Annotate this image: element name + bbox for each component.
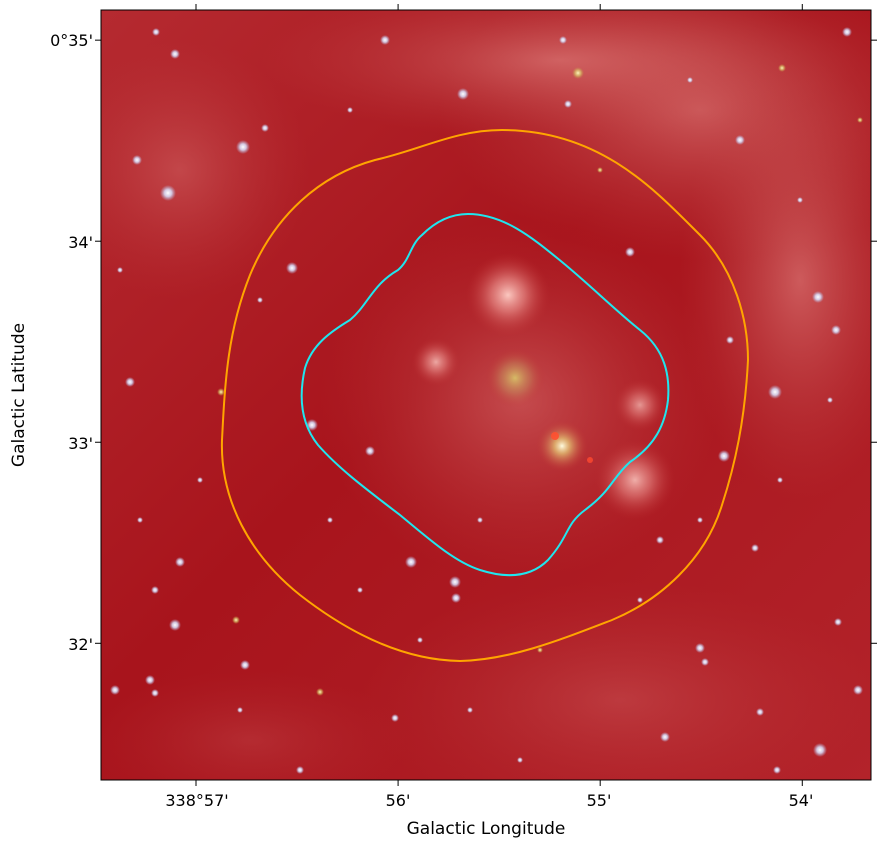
star-4 — [559, 36, 567, 44]
star-66 — [477, 517, 483, 523]
star-62 — [827, 397, 833, 403]
star-36 — [701, 658, 709, 666]
x-axis-label: Galactic Longitude — [407, 819, 566, 839]
star-3 — [380, 35, 390, 45]
star-53 — [257, 297, 263, 303]
star-23 — [217, 388, 225, 396]
star-32 — [232, 616, 240, 624]
star-25 — [365, 446, 375, 456]
star-33 — [656, 536, 664, 544]
star-18 — [831, 325, 841, 335]
star-47 — [834, 618, 842, 626]
star-45 — [813, 743, 827, 757]
star-51 — [467, 707, 473, 713]
star-52 — [197, 477, 203, 483]
star-39 — [151, 689, 159, 697]
star-60 — [697, 517, 703, 523]
star-34 — [751, 544, 759, 552]
outer-contour — [220, 128, 750, 663]
star-68 — [857, 117, 863, 123]
star-49 — [296, 766, 304, 774]
bright-sources — [412, 253, 675, 520]
star-29 — [175, 557, 185, 567]
star-42 — [391, 714, 399, 722]
star-27 — [449, 576, 461, 588]
star-6 — [457, 88, 469, 100]
star-12 — [261, 124, 269, 132]
star-21 — [768, 385, 782, 399]
star-55 — [687, 77, 693, 83]
x-tick-label-4: 54' — [789, 791, 814, 810]
star-59 — [597, 167, 603, 173]
star-24 — [718, 450, 730, 462]
y-tick-label-2: 34' — [68, 233, 93, 252]
star-16 — [286, 262, 298, 274]
star-70 — [327, 517, 333, 523]
star-37 — [110, 685, 120, 695]
star-38 — [145, 675, 155, 685]
axes-frame — [100, 9, 872, 781]
star-31 — [169, 619, 181, 631]
star-65 — [357, 587, 363, 593]
star-28 — [451, 593, 461, 603]
star-7 — [564, 100, 572, 108]
star-67 — [637, 597, 643, 603]
inner-contour — [300, 212, 670, 577]
star-43 — [660, 732, 670, 742]
star-61 — [777, 477, 783, 483]
star-19 — [726, 336, 734, 344]
star-2 — [170, 49, 180, 59]
star-13 — [842, 27, 852, 37]
star-9 — [236, 140, 250, 154]
star-57 — [117, 267, 123, 273]
star-50 — [537, 647, 543, 653]
star-35 — [695, 643, 705, 653]
star-8 — [735, 135, 745, 145]
star-26 — [405, 556, 417, 568]
star-63 — [517, 757, 523, 763]
axis-ticks — [95, 4, 877, 786]
x-tick-label-1: 338°57' — [165, 791, 228, 810]
star-20 — [125, 377, 135, 387]
star-48 — [773, 766, 781, 774]
star-44 — [756, 708, 764, 716]
star-69 — [237, 707, 243, 713]
star-1 — [152, 28, 160, 36]
y-axis-label: Galactic Latitude — [9, 323, 29, 467]
star-10 — [132, 155, 142, 165]
y-tick-label-1: 0°35' — [50, 31, 93, 50]
sky-image — [101, 10, 871, 780]
star-41 — [316, 688, 324, 696]
x-tick-label-3: 55' — [587, 791, 612, 810]
star-64 — [417, 637, 423, 643]
nebula-emission — [101, 10, 871, 780]
y-tick-label-4: 32' — [68, 635, 93, 654]
star-40 — [240, 660, 250, 670]
y-tick-label-3: 33' — [68, 434, 93, 453]
star-15 — [625, 247, 635, 257]
star-58 — [137, 517, 143, 523]
star-17 — [812, 291, 824, 303]
x-tick-label-2: 56' — [386, 791, 411, 810]
y-tick-labels: 0°35' 34' 33' 32' — [50, 31, 93, 654]
star-46 — [853, 685, 863, 695]
star-5 — [572, 67, 584, 79]
star-30 — [151, 586, 159, 594]
star-54 — [797, 197, 803, 203]
star-field — [110, 27, 863, 774]
star-22 — [306, 419, 318, 431]
star-14 — [778, 64, 786, 72]
star-11 — [160, 185, 176, 201]
star-56 — [347, 107, 353, 113]
x-tick-labels: 338°57' 56' 55' 54' — [165, 791, 813, 810]
